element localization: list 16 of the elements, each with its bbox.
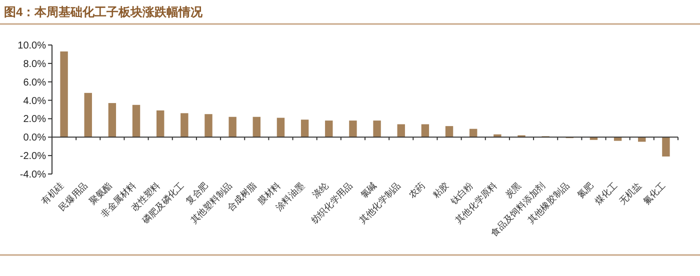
x-tick-label: 氯碱 — [358, 180, 380, 201]
y-tick-label: -2.0% — [20, 151, 46, 162]
x-tick-label: 涤纶 — [310, 180, 332, 201]
x-tick-label: 炭黑 — [503, 180, 524, 201]
y-tick-label: 8.0% — [23, 58, 46, 70]
y-tick-label: 0.0% — [23, 132, 46, 144]
chart-title: 图4：本周基础化工子板块涨跌幅情况 — [4, 5, 204, 19]
x-tick-label: 农药 — [406, 180, 428, 201]
y-tick-label: 6.0% — [23, 77, 46, 88]
x-tick-label: 煤化工 — [593, 180, 620, 208]
x-tick-label: 粘胶 — [430, 180, 452, 201]
y-tick-label: 2.0% — [23, 114, 46, 126]
x-tick-label: 氮肥 — [575, 180, 596, 201]
y-tick-label: 4.0% — [23, 96, 46, 107]
y-tick-label: -4.0% — [20, 170, 46, 180]
y-tick-label: 10.0% — [18, 40, 46, 52]
